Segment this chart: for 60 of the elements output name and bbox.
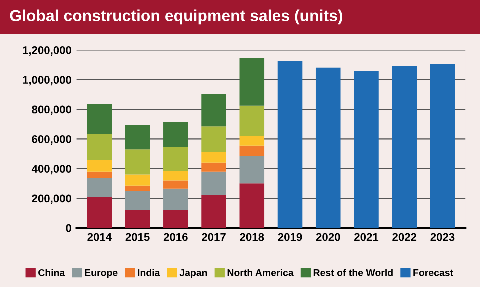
bar [354, 71, 379, 228]
bar [125, 191, 150, 210]
legend-label: Forecast [414, 270, 454, 276]
legend-label: China [38, 269, 66, 276]
bar [202, 172, 226, 196]
x-tick-label: 2016 [164, 233, 188, 242]
bar [164, 180, 188, 189]
y-tick-label: 200,000 [32, 194, 72, 204]
x-tick-label: 2023 [430, 233, 455, 242]
bar [164, 147, 188, 172]
x-tick-label: 2014 [88, 233, 112, 242]
bar [278, 61, 303, 228]
x-tick-label: 2019 [278, 233, 302, 242]
legend-label: North America [228, 269, 294, 276]
x-tick-label: 2022 [392, 233, 417, 242]
y-tick-label: 1,200,000 [23, 46, 72, 56]
bar [87, 178, 112, 198]
bar [87, 160, 112, 172]
bar [202, 152, 226, 163]
x-tick-label: 2018 [240, 233, 264, 242]
legend-label: Rest of the World [314, 269, 393, 276]
bar [87, 172, 112, 178]
bar [87, 197, 112, 228]
bar [316, 68, 341, 228]
bar [240, 156, 265, 184]
y-tick-label: 0 [66, 224, 72, 232]
bar [430, 64, 456, 228]
bar [125, 125, 150, 150]
legend-label: Europe [85, 270, 118, 278]
bar [240, 184, 265, 228]
bar [125, 186, 150, 192]
legend-label: India [138, 269, 160, 276]
x-tick-label: 2020 [316, 233, 340, 242]
y-tick-label: 800,000 [32, 106, 72, 116]
x-tick-label: 2015 [126, 233, 150, 242]
chart-title: Global construction equipment sales (units) [10, 10, 342, 25]
bar [125, 174, 150, 186]
bar [164, 171, 188, 181]
bar [125, 150, 150, 175]
x-tick-label: 2017 [202, 233, 226, 242]
bar [87, 134, 112, 160]
bar [202, 126, 226, 153]
bar [392, 66, 417, 228]
bar [164, 210, 188, 228]
bar [202, 162, 226, 172]
bar [202, 196, 226, 228]
bar [164, 188, 188, 210]
bar [240, 146, 265, 156]
bar [125, 210, 150, 228]
bar [164, 122, 188, 148]
bar [202, 94, 226, 127]
bar [240, 106, 265, 136]
bar [87, 104, 112, 134]
y-tick-label: 1,000,000 [23, 76, 72, 86]
bar [240, 136, 265, 146]
y-tick-label: 400,000 [32, 165, 72, 175]
legend-label: Japan [180, 270, 208, 278]
bar [240, 58, 265, 106]
x-tick-label: 2021 [354, 233, 379, 242]
y-tick-label: 600,000 [32, 135, 72, 145]
